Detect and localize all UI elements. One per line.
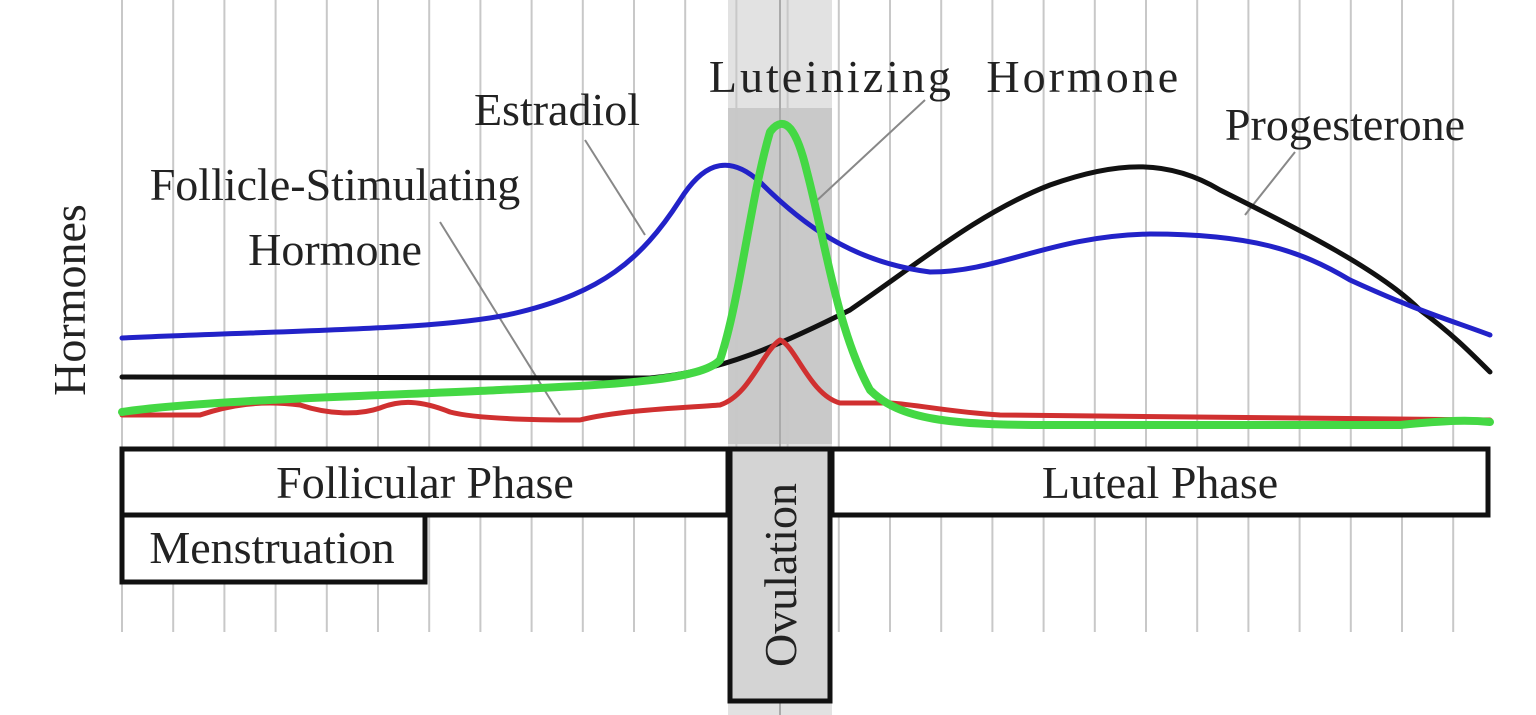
menstruation-box xyxy=(119,512,428,585)
luteal-box xyxy=(829,446,1491,518)
follicular-label: Follicular Phase xyxy=(276,457,574,508)
follicular-box xyxy=(119,446,731,518)
lh-curve xyxy=(118,119,1494,429)
fsh-label: Hormone xyxy=(248,224,422,275)
luteal-label: Luteal Phase xyxy=(1042,457,1278,508)
progesterone-label: Progesterone xyxy=(1225,99,1465,150)
estradiol-label: Estradiol xyxy=(474,84,640,135)
estradiol-leader xyxy=(584,139,646,236)
y-axis-label: Hormones xyxy=(44,204,95,396)
estradiol-curve xyxy=(119,162,1493,341)
fsh-label: Follicle-Stimulating xyxy=(150,159,521,210)
lh-label: Luteinizing Hormone xyxy=(709,51,1181,102)
menstruation-label: Menstruation xyxy=(149,522,394,573)
lh-leader xyxy=(811,99,926,206)
fsh-curve xyxy=(119,337,1493,423)
ovulation-box xyxy=(727,446,833,704)
ovulation-label: Ovulation xyxy=(755,483,806,667)
